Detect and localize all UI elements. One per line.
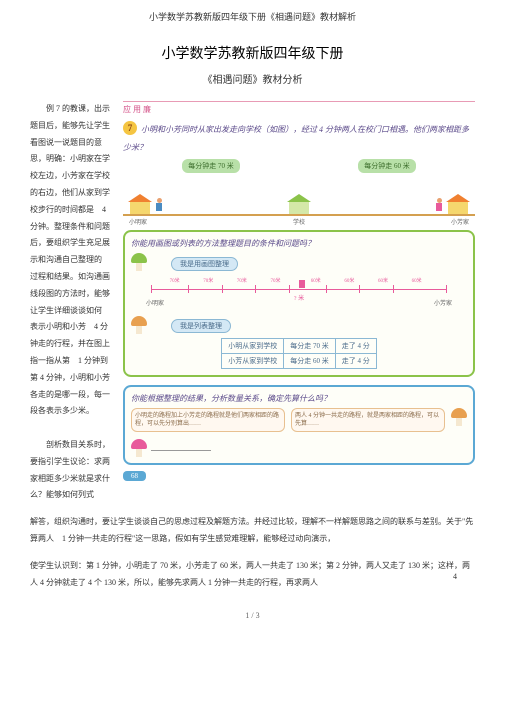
mushroom-icon [131, 439, 147, 457]
left-column-text: 例 7 的教课，出示 题目后，能够先让学生 看图说一说题目的意 思，明确：小明家… [30, 101, 115, 504]
blank-line [151, 442, 211, 451]
mushroom-icon [131, 253, 147, 271]
scene-illustration: 小明家 学校 小芳家 [123, 177, 475, 222]
sub-title: 《相遇问题》教材分析 [30, 71, 475, 86]
house-icon [128, 194, 152, 214]
data-table: 小明从家到学校每分走 70 米走了 4 分 小芳从家到学校每分走 60 米走了 … [221, 338, 377, 369]
panel-title: 你能用画图或列表的方法整理题目的条件和问题吗？ [131, 238, 467, 249]
speed-label-left: 每分钟走 70 米 [182, 159, 240, 173]
speech-bubble: 两人 4 分钟一共走的路程，就是两家相距的路程，可以先算…… [291, 408, 445, 433]
margin-number: 4 [453, 572, 457, 581]
school-icon [287, 194, 311, 214]
person-icon [435, 198, 443, 212]
table-row: 小明从家到学校每分走 70 米走了 4 分 [222, 338, 377, 353]
panel-organize: 你能用画图或列表的方法整理题目的条件和问题吗？ 我是用画图整理 70米 [123, 230, 475, 377]
speech-bubble: 小明走的路程加上小芳走的路程就是他们两家相距的路程，可以先分别算出…… [131, 408, 285, 433]
tab-table: 我是列表整理 [171, 319, 231, 333]
line-diagram: 70米 70米 70米 70米 60米 60米 60米 60米 小明家 小芳家 … [131, 277, 467, 307]
mushroom-icon [451, 408, 467, 426]
textbook-page-badge: 68 [123, 471, 146, 481]
section-label: 应 用 廉 [123, 104, 475, 115]
main-title: 小学数学苏教新版四年级下册 [30, 43, 475, 63]
tab-diagram: 我是用画图整理 [171, 257, 238, 271]
page-footer: 1 / 3 [30, 611, 475, 620]
body-paragraph: 使学生认识到：第 1 分钟，小明走了 70 米，小芳走了 60 米，两人一共走了… [30, 558, 475, 592]
house-icon [446, 194, 470, 214]
panel-analyze: 你能根据整理的结果，分析数量关系，确定先算什么吗？ 小明走的路程加上小芳走的路程… [123, 385, 475, 465]
problem-number-badge: 7 [123, 121, 137, 135]
problem-block: 7 小明和小芳同时从家出发走向学校（如图），经过 4 分钟两人在校门口相遇。他们… [123, 119, 475, 155]
mushroom-icon [131, 316, 147, 334]
person-icon [155, 198, 163, 212]
body-paragraph: 解答，组织沟通时，要让学生谈谈自己的思虑过程及解题方法。并经过比较，理解不一样解… [30, 514, 475, 548]
problem-text: 小明和小芳同时从家出发走向学校（如图），经过 4 分钟两人在校门口相遇。他们两家… [123, 125, 469, 152]
table-row: 小芳从家到学校每分走 60 米走了 4 分 [222, 353, 377, 368]
page-header: 小学数学苏教新版四年级下册《相遇问题》教材解析 [30, 10, 475, 23]
panel-title: 你能根据整理的结果，分析数量关系，确定先算什么吗？ [131, 393, 467, 404]
speed-label-right: 每分钟走 60 米 [358, 159, 416, 173]
